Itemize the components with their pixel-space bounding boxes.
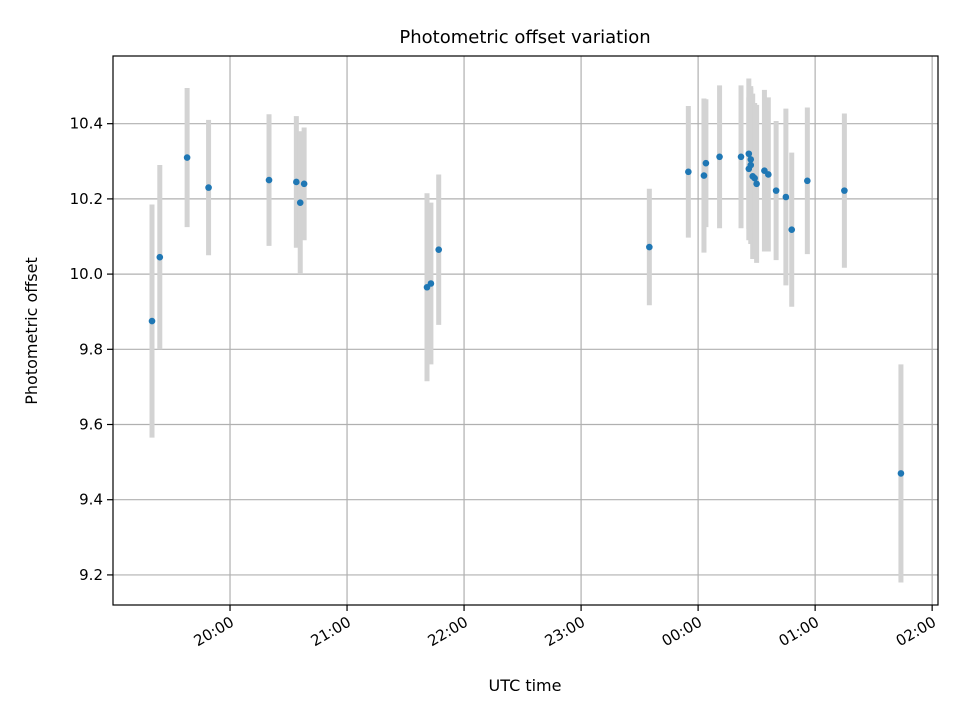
y-axis: 9.2 9.4 9.6 9.8 10.0 10.2 10.4	[70, 115, 113, 584]
data-point	[765, 171, 772, 178]
y-tick-label: 10.0	[70, 265, 103, 283]
data-points	[148, 150, 905, 477]
data-point	[788, 226, 796, 234]
x-tick-label: 20:00	[191, 613, 237, 650]
data-point	[265, 176, 273, 184]
data-point	[435, 246, 443, 253]
data-point	[751, 174, 758, 182]
data-point	[745, 150, 753, 158]
y-tick-label: 9.8	[79, 340, 103, 358]
x-tick-label: 00:00	[659, 613, 705, 650]
data-point	[646, 243, 653, 251]
x-tick-label: 01:00	[776, 613, 822, 650]
data-point	[841, 187, 848, 194]
y-axis-title: Photometric offset	[22, 257, 41, 405]
data-point	[716, 153, 723, 161]
x-tick-label: 22:00	[425, 613, 471, 650]
data-point	[772, 187, 780, 194]
data-point	[782, 193, 790, 201]
data-point	[897, 470, 905, 477]
data-point	[296, 199, 304, 206]
data-point	[148, 317, 156, 325]
plot-frame	[112, 55, 939, 606]
x-tick-label: 21:00	[308, 613, 354, 650]
data-point	[753, 180, 760, 188]
x-tick-label: 23:00	[542, 613, 588, 650]
data-point	[293, 178, 300, 186]
chart-title: Photometric offset variation	[399, 27, 650, 48]
y-tick-label: 9.2	[79, 566, 103, 584]
data-point	[183, 154, 191, 161]
data-point	[747, 156, 755, 163]
data-point	[804, 177, 811, 185]
x-axis: 20:00 21:00 22:00 23:00 00:00 01:00 02:00	[191, 605, 939, 650]
data-point	[205, 184, 212, 191]
data-point	[685, 168, 692, 176]
x-axis-title: UTC time	[489, 676, 562, 695]
data-point	[156, 253, 164, 261]
y-tick-label: 10.4	[70, 115, 103, 133]
grid	[113, 56, 938, 605]
data-point	[700, 172, 708, 179]
y-tick-label: 9.6	[79, 416, 103, 434]
data-point	[737, 153, 745, 161]
data-point	[300, 180, 308, 188]
y-tick-label: 9.4	[79, 491, 103, 509]
error-bars	[149, 78, 904, 583]
x-tick-label: 02:00	[893, 613, 939, 650]
data-point	[702, 159, 710, 167]
data-point	[427, 280, 435, 287]
y-tick-label: 10.2	[70, 190, 103, 208]
data-point	[747, 161, 755, 169]
